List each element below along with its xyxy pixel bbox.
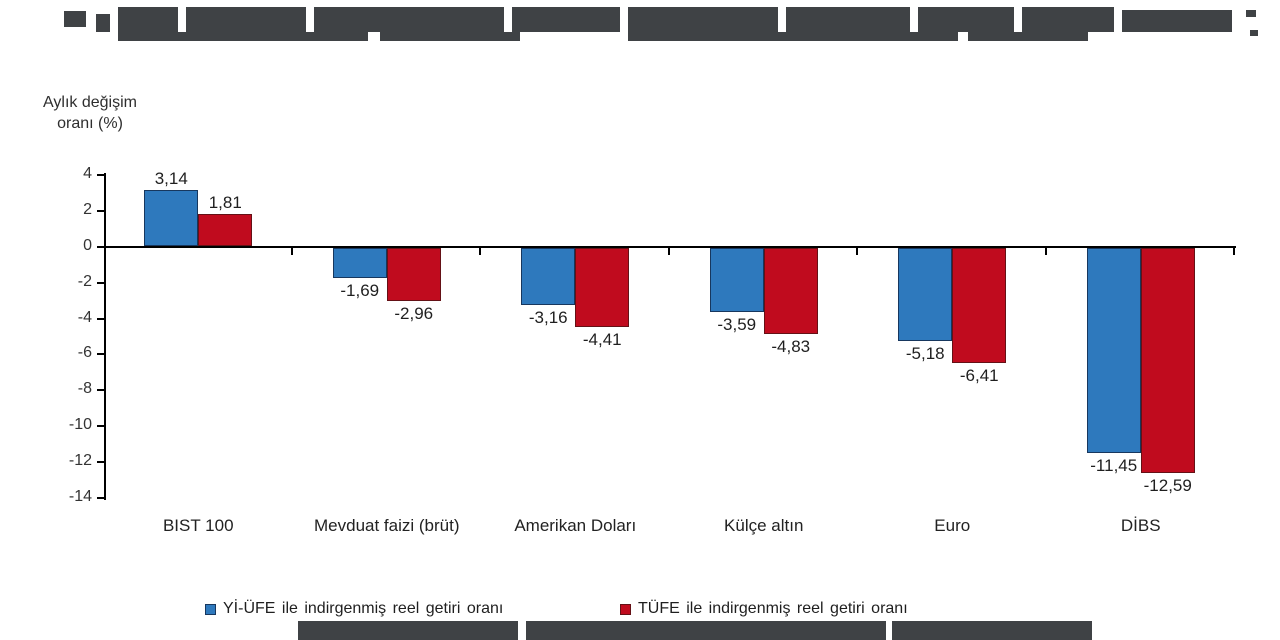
bar-tufe-0 [198, 213, 253, 246]
category-boundary-tick [1044, 246, 1047, 255]
redacted-text-block [380, 32, 520, 41]
category-boundary-tick [1233, 246, 1235, 255]
bar-tufe-3 [763, 248, 818, 335]
y-tick-label: -8 [77, 380, 92, 398]
bar-yiufe-3 [709, 248, 764, 313]
zero-axis-line [104, 246, 1236, 248]
category-label-1: Mevduat faizi (brüt) [314, 516, 460, 535]
y-tick-mark [97, 460, 104, 463]
category-boundary-tick [667, 246, 670, 255]
value-label-tufe-4: -6,41 [959, 365, 999, 385]
redacted-text-block [512, 7, 620, 32]
value-label-yiufe-0: 3,14 [154, 168, 188, 188]
redacted-text-block [118, 32, 368, 41]
redacted-text-block [118, 7, 178, 32]
category-label-4: Euro [934, 516, 971, 535]
redacted-text-block [628, 32, 958, 41]
legend-label-tufe: TÜFE ile indirgenmiş reel getiri oranı [638, 600, 908, 617]
value-label-tufe-2: -4,41 [582, 329, 622, 349]
value-label-yiufe-3: -3,59 [717, 315, 757, 335]
y-tick-mark [97, 281, 104, 284]
legend-swatch-blue [205, 603, 216, 615]
value-label-tufe-0: 1,81 [208, 192, 242, 212]
redacted-text-block [1246, 10, 1256, 17]
y-axis-line [104, 173, 106, 500]
y-axis-title: Aylık değişim oranı (%) [43, 94, 137, 132]
bar-tufe-1 [386, 248, 441, 301]
redacted-text-block [526, 621, 886, 640]
y-tick-label: 4 [83, 165, 92, 183]
bar-yiufe-4 [898, 248, 953, 341]
legend-label-yi-ufe: Yİ-ÜFE ile indirgenmiş reel getiri oranı [223, 600, 504, 617]
redacted-text-block [786, 7, 910, 32]
bar-tufe-4 [952, 248, 1007, 363]
bar-tufe-5 [1140, 248, 1195, 474]
legend-item-tufe: TÜFE ile indirgenmiş reel getiri oranı [620, 600, 908, 618]
value-label-yiufe-4: -5,18 [905, 343, 945, 363]
y-tick-mark [97, 389, 104, 392]
y-tick-mark [97, 353, 104, 356]
bar-tufe-2 [575, 248, 630, 327]
y-tick-label: 2 [83, 201, 92, 219]
redacted-text-block [1250, 30, 1258, 36]
y-tick-mark [97, 174, 104, 177]
category-boundary-tick [856, 246, 858, 255]
y-tick-label: -10 [68, 416, 92, 433]
value-label-yiufe-1: -1,69 [340, 281, 380, 301]
y-tick-label: -4 [77, 308, 92, 326]
y-tick-label: -6 [77, 344, 92, 362]
category-label-0: BIST 100 [162, 516, 234, 535]
redacted-text-block [628, 7, 778, 32]
y-tick-mark [97, 210, 104, 213]
y-tick-label: -14 [68, 487, 92, 505]
bar-yiufe-1 [332, 248, 387, 279]
redacted-text-block [968, 32, 1088, 41]
value-label-yiufe-2: -3,16 [528, 307, 568, 327]
y-tick-mark [97, 317, 104, 320]
y-tick-label: 0 [83, 237, 92, 254]
value-label-tufe-3: -4,83 [771, 337, 811, 357]
category-label-3: Külçe altın [724, 516, 804, 535]
value-label-tufe-5: -12,59 [1143, 476, 1192, 496]
redacted-text-block [298, 621, 518, 640]
category-boundary-tick [290, 246, 293, 255]
redacted-text-block [96, 14, 110, 32]
bar-yiufe-2 [521, 248, 576, 305]
value-label-tufe-1: -2,96 [394, 303, 434, 323]
value-label-yiufe-5: -11,45 [1090, 455, 1138, 475]
redacted-text-block [314, 7, 504, 32]
bar-yiufe-0 [144, 189, 199, 246]
category-label-5: DİBS [1120, 516, 1161, 535]
redacted-text-block [892, 621, 1092, 640]
bar-yiufe-5 [1086, 248, 1141, 453]
legend-item-yi-ufe: Yİ-ÜFE ile indirgenmiş reel getiri oranı [205, 600, 503, 618]
y-tick-mark [97, 425, 104, 427]
y-tick-mark [97, 246, 104, 248]
redacted-text-block [918, 7, 1014, 32]
category-boundary-tick [479, 246, 481, 255]
legend-swatch-red [620, 603, 631, 615]
redacted-text-block [1022, 7, 1114, 32]
y-tick-mark [97, 496, 104, 499]
y-tick-label: -12 [68, 451, 92, 469]
category-label-2: Amerikan Doları [514, 516, 637, 535]
redacted-text-block [64, 11, 86, 27]
redacted-text-block [1122, 10, 1232, 32]
redacted-text-block [186, 7, 306, 32]
y-tick-label: -2 [77, 272, 92, 290]
